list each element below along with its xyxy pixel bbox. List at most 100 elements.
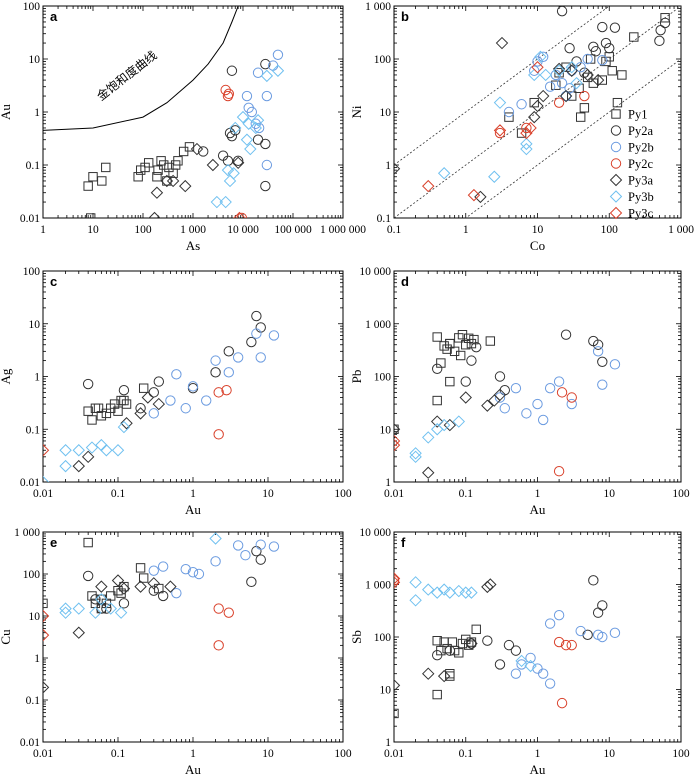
data-point-py3a xyxy=(81,450,95,464)
data-point-py2b xyxy=(268,541,280,552)
data-point-py2c xyxy=(579,90,590,102)
data-point-py2a xyxy=(118,598,130,609)
data-point-py1 xyxy=(159,160,169,170)
data-point-py3c xyxy=(422,179,435,193)
data-point-py3a xyxy=(111,574,125,587)
data-point-py1 xyxy=(445,376,455,387)
data-point-py3b xyxy=(520,137,533,151)
data-point-py3a xyxy=(422,667,435,680)
x-tick-label: 0.01 xyxy=(384,488,404,500)
data-point-py2b xyxy=(510,383,522,394)
data-point-py3b xyxy=(95,593,108,606)
data-point-py2a xyxy=(260,138,271,150)
data-point-py2a xyxy=(655,24,666,36)
data-point-py3a xyxy=(394,423,401,436)
data-point-py2b xyxy=(566,398,577,410)
data-point-py1 xyxy=(173,156,183,166)
data-point-py1 xyxy=(485,336,496,346)
y-tick-label: 100 xyxy=(23,266,41,278)
data-point-py1 xyxy=(660,13,670,23)
data-point-py1 xyxy=(119,395,129,406)
data-point-py3c xyxy=(394,572,401,585)
data-point-py3a xyxy=(552,62,566,76)
data-point-py1 xyxy=(394,708,399,719)
data-point-py1 xyxy=(442,643,452,654)
data-point-py1 xyxy=(442,344,452,354)
data-point-py2c xyxy=(213,387,224,398)
data-point-py1 xyxy=(109,399,120,409)
x-tick-label: 10 xyxy=(532,224,544,236)
data-point-py2b xyxy=(148,408,159,419)
legend-marker-py2c xyxy=(610,158,622,169)
y-tick-label: 10 xyxy=(29,611,41,623)
data-point-py2b xyxy=(521,408,532,419)
y-tick-label: 10 000 xyxy=(359,527,391,539)
data-point-py3b xyxy=(251,114,265,127)
data-point-py3b xyxy=(430,586,444,599)
data-point-py2b xyxy=(180,403,191,414)
data-point-py2a xyxy=(590,46,602,57)
y-axis-label: Au xyxy=(0,104,13,120)
data-point-py3b xyxy=(242,117,255,130)
y-tick-label: 1 xyxy=(385,737,391,749)
data-point-py2b xyxy=(165,395,176,406)
x-tick-label: 1 xyxy=(463,224,469,236)
data-point-py1 xyxy=(394,424,399,434)
x-tick-label: 100 xyxy=(672,488,690,500)
data-point-py3a xyxy=(134,580,147,593)
data-point-py2a xyxy=(466,638,477,649)
x-axis-label: Au xyxy=(185,502,201,517)
data-point-py3a xyxy=(166,174,180,188)
data-point-py3b xyxy=(229,121,242,135)
y-tick-label: 100 xyxy=(374,54,392,66)
data-point-py2a xyxy=(148,585,159,596)
data-point-py3c xyxy=(43,628,50,642)
data-point-py3b xyxy=(515,654,528,668)
data-point-py2a xyxy=(232,155,244,167)
y-tick-label: 0.1 xyxy=(377,213,392,225)
plot-frame xyxy=(42,270,344,483)
data-point-py3a xyxy=(95,580,108,593)
data-point-py3b xyxy=(249,121,262,135)
y-tick-label: 10 000 xyxy=(359,266,391,278)
data-point-py2b xyxy=(201,395,212,406)
data-point-py3a xyxy=(120,417,133,430)
data-point-py2b xyxy=(232,540,244,551)
y-tick-label: 10 xyxy=(29,319,41,331)
legend-label: Py2b xyxy=(628,141,654,155)
data-point-py3b xyxy=(465,586,478,599)
x-tick-label: 1 000 000 xyxy=(320,224,366,236)
data-point-py3a xyxy=(422,466,435,479)
data-point-py3b xyxy=(85,441,99,454)
data-point-py3b xyxy=(528,68,541,82)
data-point-py2a xyxy=(222,155,234,167)
data-point-py3b xyxy=(223,174,237,188)
data-point-py2c xyxy=(213,640,224,651)
data-point-py1 xyxy=(454,648,464,658)
x-tick-label: 0.1 xyxy=(459,748,474,760)
data-point-py1 xyxy=(461,340,471,350)
data-point-py2b xyxy=(171,369,182,380)
data-point-py3b xyxy=(534,50,547,64)
data-point-py3b xyxy=(260,69,274,83)
data-point-py1 xyxy=(88,172,98,182)
data-point-py3c xyxy=(394,438,401,452)
data-point-py2b xyxy=(261,90,273,102)
legend-marker-py2a xyxy=(610,125,622,136)
data-point-py2a xyxy=(255,554,266,565)
data-point-py2a xyxy=(659,17,671,29)
data-point-py1 xyxy=(116,395,126,406)
data-point-py2b xyxy=(609,359,621,370)
data-point-py3b xyxy=(89,606,102,619)
data-point-py2b xyxy=(240,550,251,561)
data-point-py2a xyxy=(494,659,506,670)
legend-label: Py3b xyxy=(628,190,654,204)
data-point-py1 xyxy=(162,176,172,186)
data-point-py1 xyxy=(121,399,132,409)
data-point-py2b xyxy=(251,328,262,339)
data-point-py1 xyxy=(629,32,639,42)
x-tick-label: 10 000 xyxy=(227,224,259,236)
data-point-py2a xyxy=(494,371,506,382)
data-point-py2b xyxy=(510,668,522,679)
data-point-py3a xyxy=(134,407,147,420)
